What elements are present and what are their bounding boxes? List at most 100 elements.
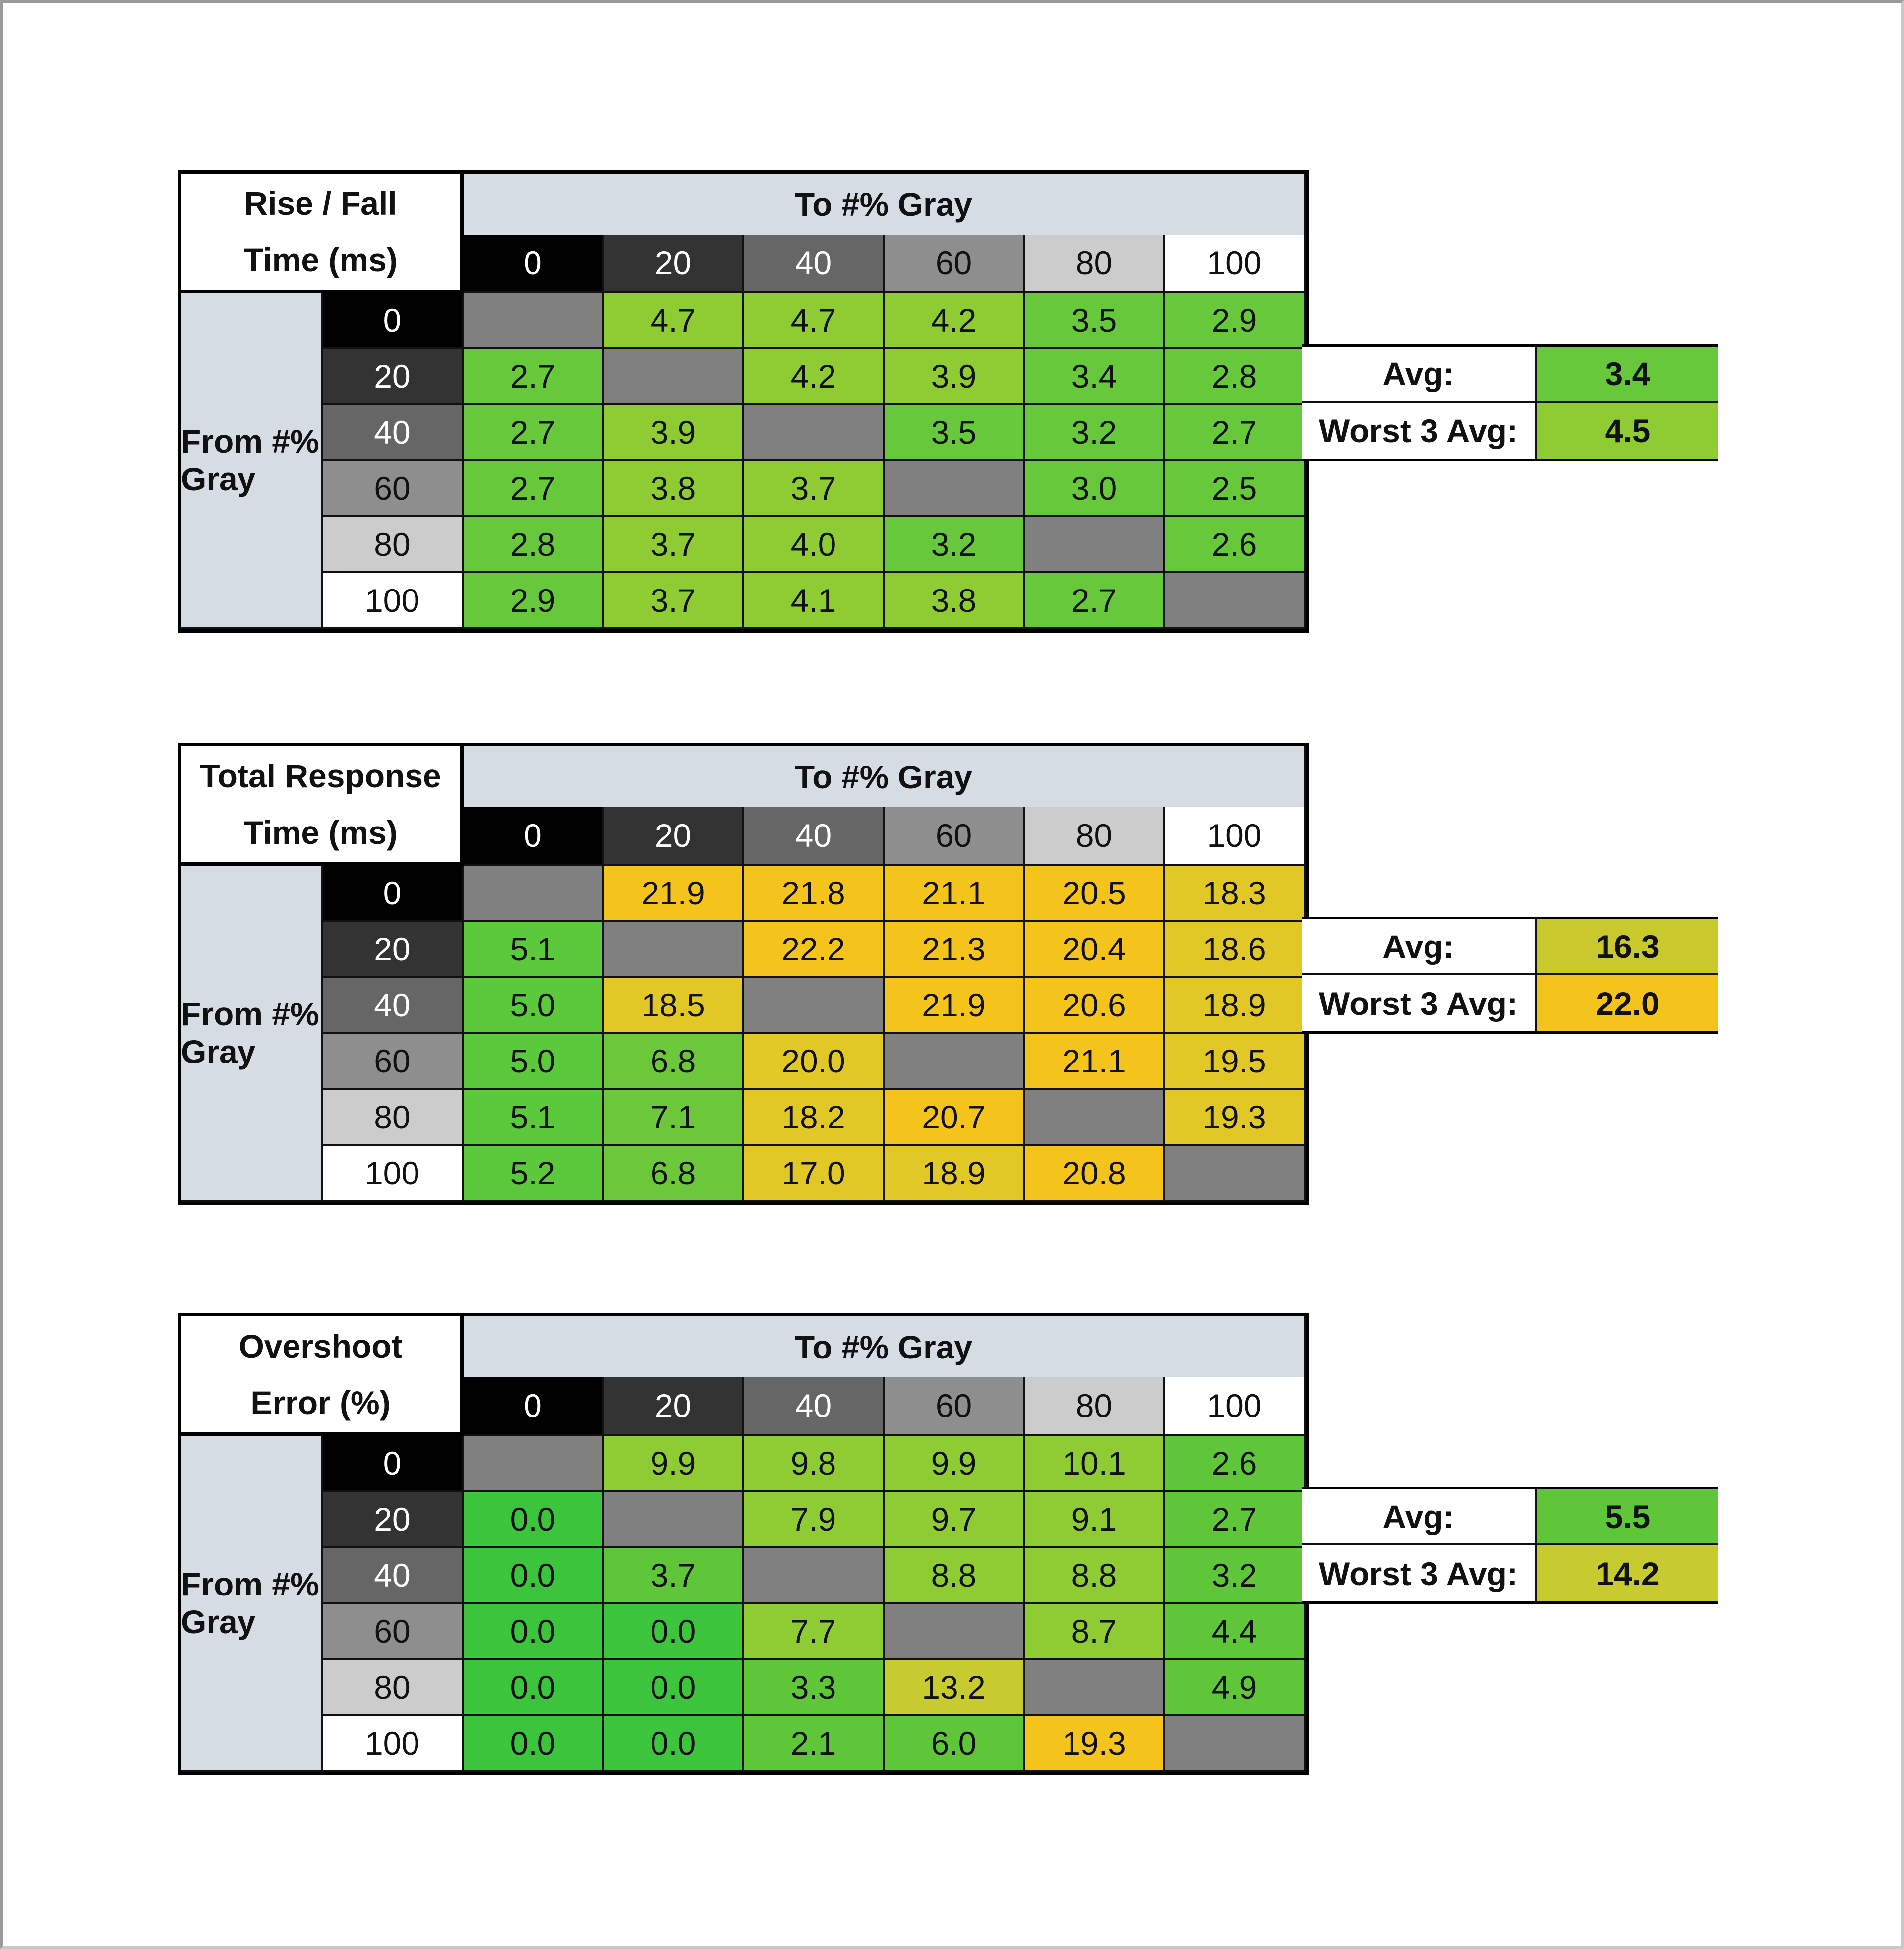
table-cell: 22.2 — [744, 922, 885, 978]
from-level-header: 0 — [323, 866, 464, 922]
to-level-header: 100 — [1165, 1377, 1306, 1436]
worst-3-avg-value: 14.2 — [1537, 1545, 1718, 1601]
table-cell: 3.8 — [885, 573, 1025, 629]
table-title-line1: Rise / Fall — [244, 185, 397, 222]
table-cell — [744, 1548, 885, 1604]
table-cell: 6.8 — [604, 1034, 744, 1090]
table-cell: 21.3 — [885, 922, 1025, 978]
from-level-header: 100 — [323, 573, 464, 629]
table-cell — [1025, 1660, 1165, 1716]
to-level-header: 0 — [464, 1377, 604, 1436]
table-cell — [1165, 1716, 1306, 1772]
gray-transition-table: Overshoot Error (%) To #% Gray 0 20 40 60 80 100… — [178, 1313, 1309, 1775]
from-level-header: 100 — [323, 1716, 464, 1772]
worst-3-avg-label: Worst 3 Avg: — [1302, 1545, 1537, 1601]
table-cell — [1165, 1146, 1306, 1202]
table-cell: 8.8 — [1025, 1548, 1165, 1604]
table-cell: 9.9 — [604, 1436, 744, 1492]
table-cell: 21.9 — [885, 978, 1025, 1034]
to-level-header: 80 — [1025, 235, 1165, 293]
table-cell: 4.2 — [744, 349, 885, 405]
gray-transition-table: Total Response Time (ms) To #% Gray 0 20 40 60… — [178, 743, 1309, 1205]
table-cell: 3.7 — [604, 1548, 744, 1604]
table-cell — [464, 293, 604, 349]
avg-label: Avg: — [1302, 1489, 1537, 1545]
table-cell: 2.7 — [1165, 405, 1306, 461]
worst-3-avg-value: 22.0 — [1537, 975, 1718, 1031]
from-level-header: 0 — [323, 293, 464, 349]
table-cell: 20.8 — [1025, 1146, 1165, 1202]
table-cell: 2.7 — [464, 461, 604, 517]
table-cell: 2.6 — [1165, 1436, 1306, 1492]
table-cell — [1025, 517, 1165, 573]
to-gray-header: To #% Gray — [464, 746, 1306, 807]
table-cell — [885, 461, 1025, 517]
to-level-header: 20 — [604, 807, 744, 866]
table-cell — [744, 405, 885, 461]
to-level-header: 80 — [1025, 807, 1165, 866]
to-level-header: 40 — [744, 807, 885, 866]
table-cell: 0.0 — [464, 1492, 604, 1548]
from-gray-header: From #% Gray — [181, 866, 323, 1202]
table-cell: 2.1 — [744, 1716, 885, 1772]
from-gray-header: From #% Gray — [181, 1436, 323, 1772]
table-cell: 0.0 — [464, 1604, 604, 1660]
table-cell: 2.9 — [464, 573, 604, 629]
table-cell: 9.7 — [885, 1492, 1025, 1548]
avg-label: Avg: — [1302, 347, 1537, 403]
table-cell: 0.0 — [464, 1716, 604, 1772]
table-cell: 18.3 — [1165, 866, 1306, 922]
table-cell: 0.0 — [604, 1660, 744, 1716]
table-cell: 3.3 — [744, 1660, 885, 1716]
table-cell — [1025, 1090, 1165, 1146]
from-level-header: 40 — [323, 405, 464, 461]
table-cell: 3.7 — [604, 573, 744, 629]
table-title-line2: Time (ms) — [243, 241, 398, 278]
table-cell: 5.2 — [464, 1146, 604, 1202]
table-cell: 21.1 — [1025, 1034, 1165, 1090]
to-gray-header: To #% Gray — [464, 174, 1306, 235]
table-cell: 3.5 — [885, 405, 1025, 461]
table-cell: 9.9 — [885, 1436, 1025, 1492]
table-cell: 8.7 — [1025, 1604, 1165, 1660]
table-title-line1: Total Response — [200, 758, 441, 794]
table-cell: 20.6 — [1025, 978, 1165, 1034]
table-title-line2: Error (%) — [250, 1384, 391, 1421]
from-level-header: 20 — [323, 922, 464, 978]
table-cell: 19.3 — [1025, 1716, 1165, 1772]
table-cell — [885, 1604, 1025, 1660]
table-cell: 3.5 — [1025, 293, 1165, 349]
table-cell: 5.1 — [464, 922, 604, 978]
table-cell: 0.0 — [604, 1716, 744, 1772]
table-cell: 3.2 — [1025, 405, 1165, 461]
from-gray-label: From #% Gray — [181, 1566, 319, 1640]
table-cell: 4.9 — [1165, 1660, 1306, 1716]
averages-box: Avg: 5.5 Worst 3 Avg: 14.2 — [1302, 1487, 1718, 1604]
to-level-header: 0 — [464, 235, 604, 293]
table-cell: 3.2 — [885, 517, 1025, 573]
avg-value: 3.4 — [1537, 347, 1718, 403]
from-level-header: 0 — [323, 1436, 464, 1492]
table-cell: 7.7 — [744, 1604, 885, 1660]
worst-3-avg-value: 4.5 — [1537, 403, 1718, 459]
to-level-header: 60 — [885, 1377, 1025, 1436]
table-cell: 2.7 — [464, 349, 604, 405]
table-cell: 4.4 — [1165, 1604, 1306, 1660]
worst-3-avg-label: Worst 3 Avg: — [1302, 403, 1537, 459]
averages-box: Avg: 16.3 Worst 3 Avg: 22.0 — [1302, 917, 1718, 1034]
from-gray-header: From #% Gray — [181, 293, 323, 629]
from-level-header: 60 — [323, 1034, 464, 1090]
from-level-header: 60 — [323, 461, 464, 517]
to-level-header: 60 — [885, 235, 1025, 293]
table-cell: 7.9 — [744, 1492, 885, 1548]
table-cell: 3.9 — [604, 405, 744, 461]
table-cell: 10.1 — [1025, 1436, 1165, 1492]
from-level-header: 20 — [323, 349, 464, 405]
to-level-header: 80 — [1025, 1377, 1165, 1436]
table-cell: 5.1 — [464, 1090, 604, 1146]
to-level-header: 100 — [1165, 235, 1306, 293]
table-title-line2: Time (ms) — [243, 814, 398, 851]
table-cell: 18.9 — [885, 1146, 1025, 1202]
from-level-header: 80 — [323, 1660, 464, 1716]
table-cell: 18.6 — [1165, 922, 1306, 978]
